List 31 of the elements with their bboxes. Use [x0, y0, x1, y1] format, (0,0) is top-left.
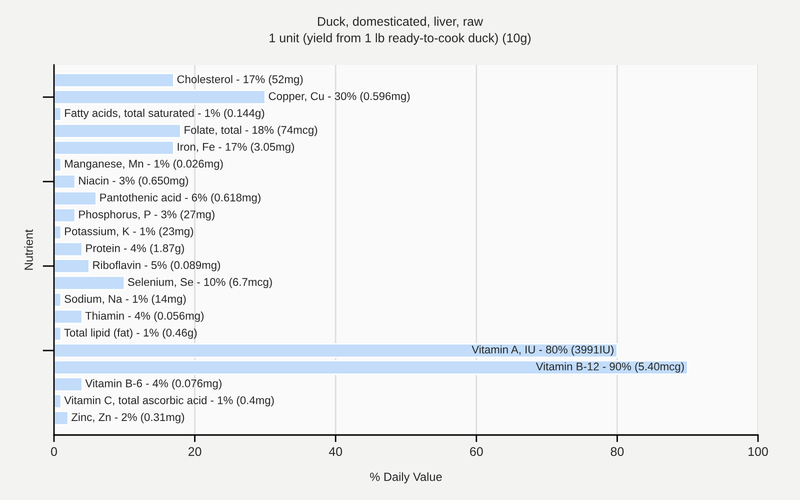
- y-tick-label: Vitamin A, IU - 80% (3991IU): [472, 345, 614, 356]
- y-tick-label: Fatty acids, total saturated - 1% (0.144g): [65, 108, 264, 120]
- x-tick-label: 80: [610, 447, 624, 456]
- y-tick-label: Sodium, Na - 1% (14mg): [64, 294, 186, 306]
- y-tick-label: Iron, Fe - 17% (3.05mg): [178, 142, 294, 153]
- y-tick-label: Folate, total - 18% (74mcg): [184, 126, 318, 136]
- y-tick-label: Potassium, K - 1% (23mg): [65, 227, 194, 238]
- y-tick-label: Vitamin B-12 - 90% (5.40mcg): [536, 362, 684, 373]
- y-tick-label: Zinc, Zn - 2% (0.31mg): [72, 412, 184, 424]
- y-tick-label: Vitamin C, total ascorbic acid - 1% (0.4mg): [64, 396, 274, 406]
- y-tick-label: Riboflavin - 5% (0.089mg): [93, 260, 220, 272]
- x-tick-label: 40: [328, 447, 342, 456]
- x-axis-title: % Daily Value: [370, 472, 442, 484]
- y-tick-label: Thiamin - 4% (0.056mg): [85, 312, 204, 322]
- y-tick-label: Niacin - 3% (0.650mg): [79, 176, 188, 187]
- y-tick-label: Copper, Cu - 30% (0.596mg): [268, 92, 410, 102]
- x-tick-label: 20: [188, 447, 202, 456]
- chart-title: Duck, domesticated, liver, raw: [318, 16, 484, 28]
- y-axis-title: Nutrient: [24, 229, 33, 270]
- x-tick-label: 60: [470, 447, 483, 456]
- y-tick-label: Pantothenic acid - 6% (0.618mg): [100, 193, 260, 204]
- y-tick-label: Total lipid (fat) - 1% (0.46g): [64, 328, 197, 339]
- y-tick-label: Selenium, Se - 10% (6.7mcg): [128, 278, 272, 288]
- y-tick-label: Vitamin B-6 - 4% (0.076mg): [85, 379, 222, 390]
- x-tick-label: 0: [51, 447, 57, 456]
- y-tick-label: Manganese, Mn - 1% (0.026mg): [65, 160, 223, 170]
- chart-subtitle: 1 unit (yield from 1 lb ready-to-cook duck) (10g): [270, 33, 531, 45]
- y-tick-label: Phosphorus, P - 3% (27mg): [79, 210, 214, 221]
- y-tick-label: Cholesterol - 17% (52mg): [177, 75, 303, 86]
- x-tick-label: 100: [748, 447, 768, 456]
- y-tick-label: Protein - 4% (1.87g): [86, 244, 184, 254]
